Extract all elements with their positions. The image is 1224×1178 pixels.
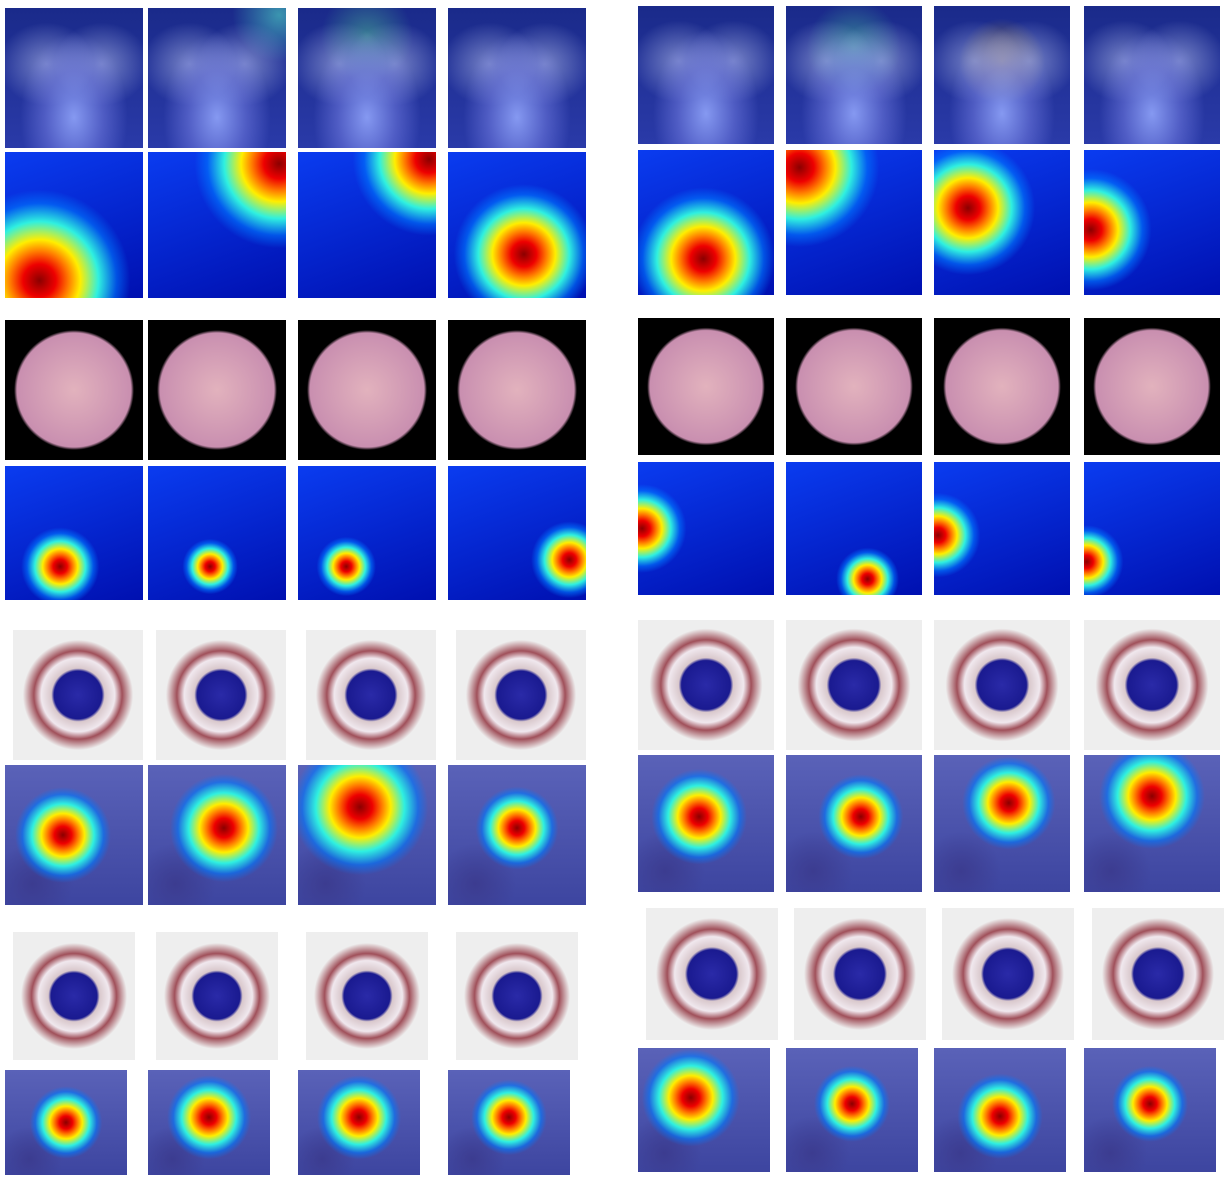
rbc-image: [638, 318, 774, 455]
smear-image: [156, 630, 286, 760]
rbc-image: [148, 320, 286, 460]
rbc-image: [5, 320, 143, 460]
xray-image: [5, 8, 143, 148]
jet-image: [934, 462, 1070, 595]
overlay-image: [1084, 1048, 1216, 1172]
smear-image: [786, 620, 922, 750]
smear-image: [794, 908, 926, 1040]
overlay-image: [148, 765, 286, 905]
overlay-image: [448, 1070, 570, 1175]
overlay-image: [638, 1048, 770, 1172]
jet-image: [448, 152, 586, 298]
smear-image: [456, 630, 586, 760]
smear-image: [13, 630, 143, 760]
jet-image: [5, 152, 143, 298]
xray-image: [638, 6, 774, 144]
smear-image: [1092, 908, 1224, 1040]
xray-image: [786, 6, 922, 144]
overlay-image: [448, 765, 586, 905]
jet-image: [148, 466, 286, 600]
overlay-image: [148, 1070, 270, 1175]
rbc-image: [448, 320, 586, 460]
overlay-image: [786, 755, 922, 892]
smear-image: [456, 932, 578, 1060]
rbc-image: [1084, 318, 1220, 455]
overlay-image: [934, 755, 1070, 892]
overlay-image: [5, 1070, 127, 1175]
jet-image: [298, 466, 436, 600]
rbc-image: [786, 318, 922, 455]
jet-image: [786, 150, 922, 295]
overlay-image: [1084, 755, 1220, 892]
xray-image: [148, 8, 286, 148]
smear-image: [156, 932, 278, 1060]
jet-image: [1084, 462, 1220, 595]
jet-image: [934, 150, 1070, 295]
jet-image: [1084, 150, 1220, 295]
rbc-image: [298, 320, 436, 460]
xray-image: [298, 8, 436, 148]
overlay-image: [298, 765, 436, 905]
jet-image: [786, 462, 922, 595]
jet-image: [638, 150, 774, 295]
overlay-image: [298, 1070, 420, 1175]
jet-image: [448, 466, 586, 600]
smear-image: [306, 630, 436, 760]
smear-image: [13, 932, 135, 1060]
xray-image: [1084, 6, 1220, 144]
smear-image: [638, 620, 774, 750]
smear-image: [942, 908, 1074, 1040]
rbc-image: [934, 318, 1070, 455]
overlay-image: [5, 765, 143, 905]
xray-image: [934, 6, 1070, 144]
smear-image: [934, 620, 1070, 750]
smear-image: [646, 908, 778, 1040]
jet-image: [638, 462, 774, 595]
xray-image: [448, 8, 586, 148]
jet-image: [298, 152, 436, 298]
overlay-image: [934, 1048, 1066, 1172]
smear-image: [306, 932, 428, 1060]
smear-image: [1084, 620, 1220, 750]
jet-image: [5, 466, 143, 600]
overlay-image: [786, 1048, 918, 1172]
jet-image: [148, 152, 286, 298]
overlay-image: [638, 755, 774, 892]
